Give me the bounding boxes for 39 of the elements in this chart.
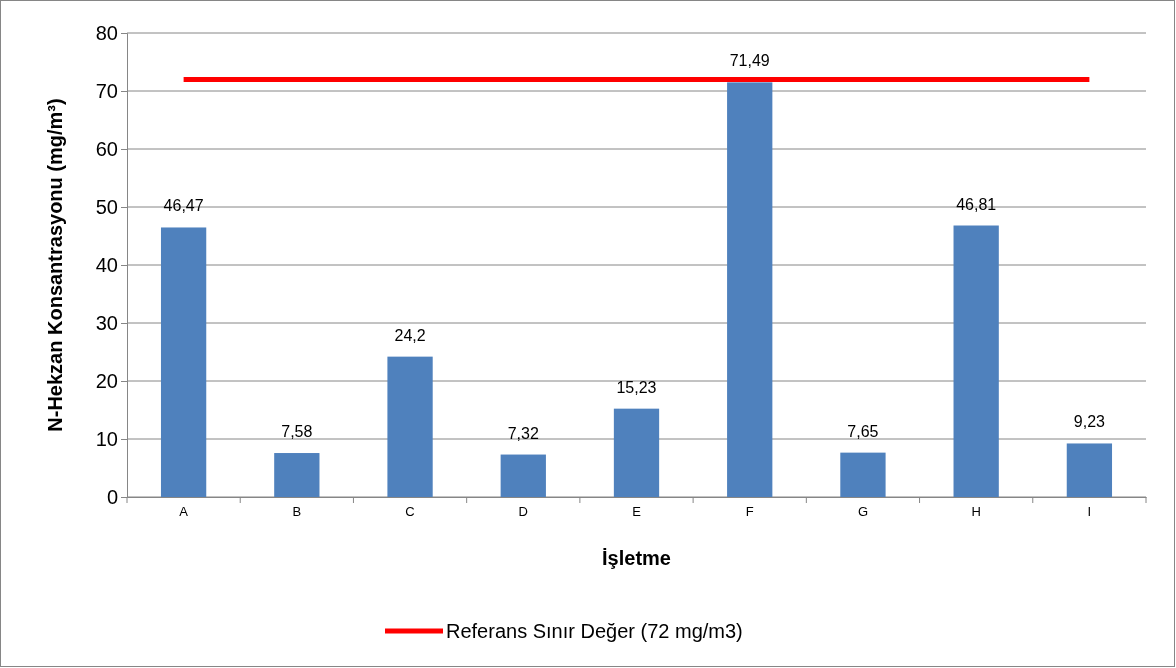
data-label: 71,49: [729, 52, 770, 70]
y-tick-label: 0: [106, 485, 118, 508]
data-label: 15,23: [616, 378, 657, 396]
x-axis-title: İşletme: [602, 547, 671, 569]
y-tick-label: 40: [95, 253, 118, 276]
x-tick-label: G: [857, 504, 869, 520]
x-tick-label: B: [292, 504, 302, 520]
data-label: 9,23: [1073, 413, 1106, 431]
x-tick-label: A: [179, 504, 189, 520]
bar: [1066, 443, 1113, 497]
bar: [727, 82, 773, 497]
y-tick-label: 50: [95, 195, 118, 218]
data-label: 46,81: [956, 195, 997, 213]
bar: [500, 454, 546, 497]
bar: [387, 356, 433, 497]
x-tick-label: D: [518, 504, 528, 520]
bar: [613, 408, 660, 497]
data-label: 24,2: [394, 326, 426, 344]
bar: [160, 227, 207, 497]
y-tick-label: 10: [95, 427, 118, 450]
x-tick-label: H: [971, 504, 981, 520]
data-label: 7,65: [847, 422, 879, 440]
y-tick-label: 60: [95, 137, 118, 160]
y-tick-label: 80: [95, 21, 118, 44]
y-axis-title: N-Hekzan Konsantrasyonu (mg/m³): [44, 98, 66, 432]
y-tick-label: 70: [95, 79, 118, 102]
x-tick-label: I: [1087, 504, 1092, 520]
y-tick-label: 20: [95, 369, 118, 392]
x-tick-label: F: [745, 504, 754, 520]
data-label: 7,58: [281, 423, 313, 441]
legend-label: Referans Sınır Değer (72 mg/m3): [446, 620, 743, 642]
x-tick-label: E: [632, 504, 642, 520]
y-tick-label: 30: [95, 311, 118, 334]
data-label: 7,32: [507, 424, 539, 442]
x-tick-label: C: [405, 504, 415, 520]
bar: [274, 453, 320, 497]
bar: [840, 452, 886, 497]
bar: [953, 225, 999, 497]
data-label: 46,47: [163, 197, 204, 215]
